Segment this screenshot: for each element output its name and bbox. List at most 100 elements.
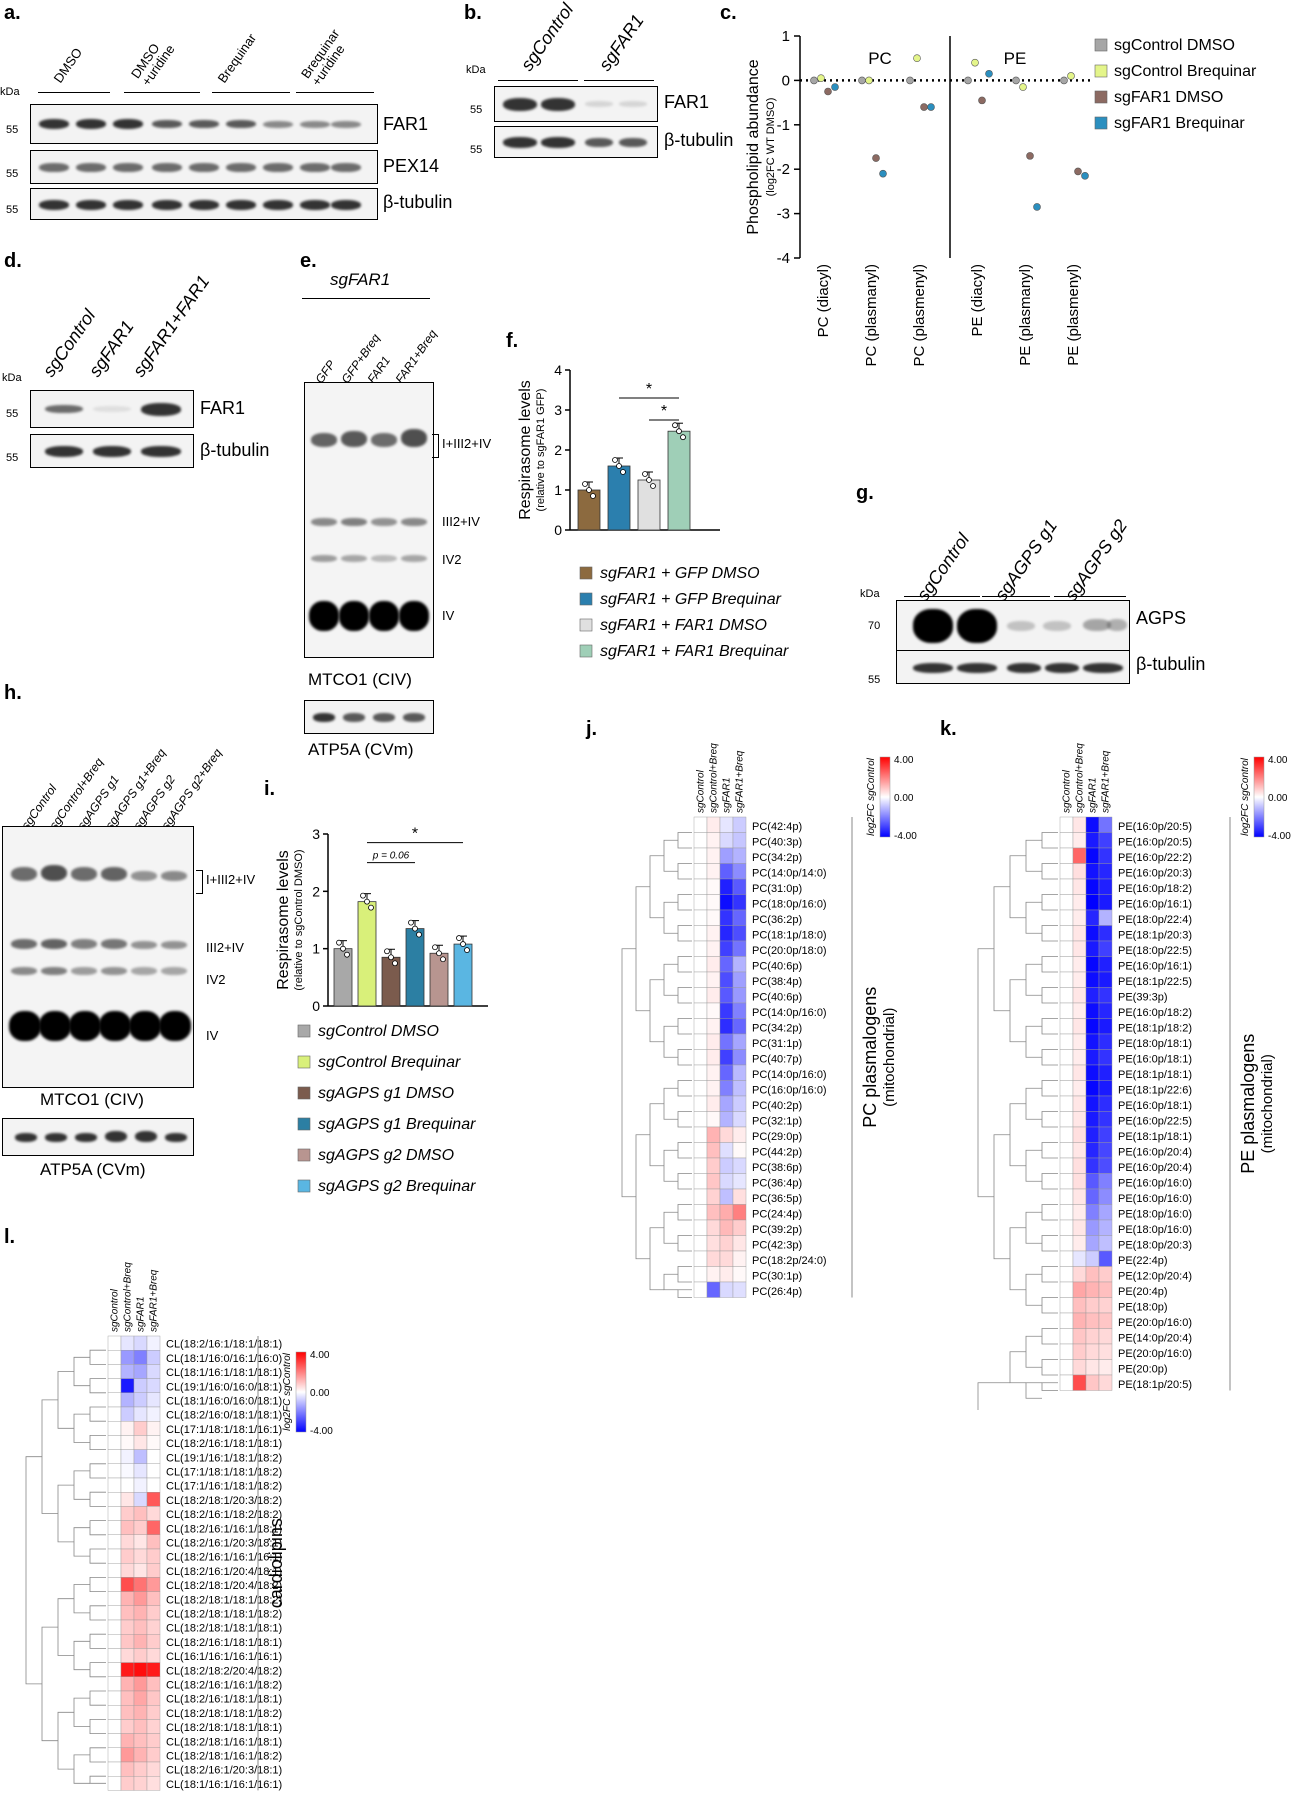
- row-label: PC(14:0p/16:0): [752, 1007, 827, 1019]
- heatmap-cell: [1059, 1002, 1074, 1019]
- tubulin-blot: [30, 434, 194, 468]
- blot-label: AGPS: [1136, 608, 1187, 628]
- dendrogram-branch: [1009, 1351, 1026, 1384]
- heatmap-cell: [732, 1188, 747, 1205]
- heatmap-cell: [1085, 816, 1100, 833]
- band-label: IV2: [206, 972, 226, 987]
- data-point: [817, 74, 825, 82]
- dendrogram-branch: [1025, 901, 1042, 934]
- heatmap-cell: [146, 1491, 161, 1507]
- heatmap-cell: [146, 1577, 161, 1592]
- heatmap-cell: [732, 1002, 747, 1019]
- heatmap-cell: [1098, 1250, 1113, 1267]
- heatmap-cell: [693, 987, 708, 1004]
- bar: [405, 928, 425, 1007]
- dendrogram-branch: [663, 1025, 678, 1058]
- band-label: IV: [442, 608, 455, 623]
- dendrogram-branch: [1041, 1204, 1058, 1221]
- heatmap-cell: [732, 1142, 747, 1159]
- heatmap-cell: [133, 1392, 148, 1408]
- panel-label-a: a.: [4, 2, 21, 24]
- data-point: [978, 96, 986, 105]
- y-axis-label: Phospholipid abundance: [745, 59, 762, 234]
- row-label: PE(16:0p/22:5): [1118, 1116, 1192, 1128]
- heatmap-cell: [146, 1690, 161, 1706]
- row-label: CL(18:1/16:1/16:1/16:1): [166, 1779, 282, 1791]
- heatmap-cell: [1098, 1002, 1113, 1019]
- row-label: PC(14:0p/16:0): [752, 1069, 827, 1081]
- data-point: [913, 54, 921, 63]
- heatmap-cell: [719, 894, 734, 911]
- data-point: [831, 83, 839, 91]
- legend-swatch: [297, 1179, 311, 1193]
- heatmap-cell: [1072, 1374, 1087, 1391]
- replicate-point: [586, 487, 592, 493]
- replicate-point: [582, 481, 588, 487]
- heatmap-cell: [120, 1676, 135, 1692]
- heatmap-cell: [706, 1142, 721, 1159]
- dendrogram-branch: [635, 886, 650, 1012]
- blot-label: FAR1: [383, 114, 429, 134]
- heatmap-cell: [732, 1157, 747, 1174]
- heatmap-cell: [133, 1491, 148, 1507]
- heatmap-cell: [107, 1349, 122, 1365]
- row-label: PC(40:2p): [752, 1100, 802, 1112]
- dendrogram-branch: [89, 1378, 106, 1394]
- row-label: PC(36:4p): [752, 1178, 802, 1190]
- heatmap-cell: [1059, 940, 1074, 957]
- heatmap-cell: [1072, 1204, 1087, 1221]
- data-point: [879, 169, 887, 178]
- heatmap-cell: [1098, 1235, 1113, 1252]
- replicate-point: [344, 951, 350, 958]
- replicate-point: [432, 944, 438, 951]
- heatmap-cell: [706, 1157, 721, 1174]
- dendrogram-branch: [41, 1399, 58, 1514]
- heatmap-cell: [1085, 1002, 1100, 1019]
- lane-label: DMSO: [50, 45, 86, 86]
- heatmap-cell: [1085, 1312, 1100, 1329]
- heatmap-cell: [1059, 925, 1074, 942]
- replicate-point: [436, 950, 442, 957]
- y-tick-label: -4: [777, 250, 790, 267]
- heatmap-cell: [146, 1335, 161, 1351]
- lane-label: sgControl: [516, 0, 578, 75]
- replicate-point: [464, 947, 470, 953]
- heatmap-cell: [107, 1392, 122, 1408]
- heatmap-cell: [732, 878, 747, 895]
- heatmap-cell: [706, 1126, 721, 1143]
- row-label: PE(20:0p/16:0): [1118, 1348, 1192, 1360]
- heatmap-cell: [120, 1435, 135, 1450]
- heatmap-cell: [146, 1648, 161, 1663]
- heatmap-cell: [1072, 894, 1087, 911]
- mtco1-gel: [304, 382, 434, 658]
- legend-swatch: [297, 1148, 311, 1162]
- bar: [333, 948, 353, 1007]
- row-label: CL(18:2/18:2/20:4/18:2): [166, 1665, 282, 1677]
- heatmap-cell: [1085, 940, 1100, 957]
- replicate-point: [460, 941, 466, 947]
- heatmap-cell: [1059, 1281, 1074, 1298]
- y-tick-label: 0: [554, 522, 562, 538]
- heatmap-cell: [120, 1406, 135, 1422]
- heatmap-cell: [120, 1449, 135, 1465]
- heatmap-cell: [133, 1648, 148, 1663]
- y-axis-label: Respirasome levels: [517, 380, 534, 520]
- heatmap-cell: [1085, 1018, 1100, 1035]
- scale-tick: -4.00: [1268, 831, 1291, 842]
- data-point: [872, 154, 880, 162]
- replicate-point: [672, 422, 678, 429]
- heatmap-cell: [1072, 1080, 1087, 1097]
- heatmap-cell: [146, 1619, 161, 1635]
- row-label: PE(16:0p/18:2): [1118, 883, 1192, 895]
- dendrogram-branch: [1041, 832, 1058, 849]
- heatmap-cell: [693, 832, 708, 849]
- heatmap-cell: [693, 1173, 708, 1190]
- blot-label: β-tubulin: [200, 440, 270, 460]
- heatmap-cell: [732, 1266, 747, 1283]
- heatmap-cell: [133, 1420, 148, 1436]
- heatmap-cell: [1059, 987, 1074, 1004]
- heatmap-cell: [719, 1281, 734, 1298]
- heatmap-cell: [1085, 1235, 1100, 1252]
- heatmap-cell: [719, 971, 734, 988]
- heatmap-cell: [1059, 863, 1074, 880]
